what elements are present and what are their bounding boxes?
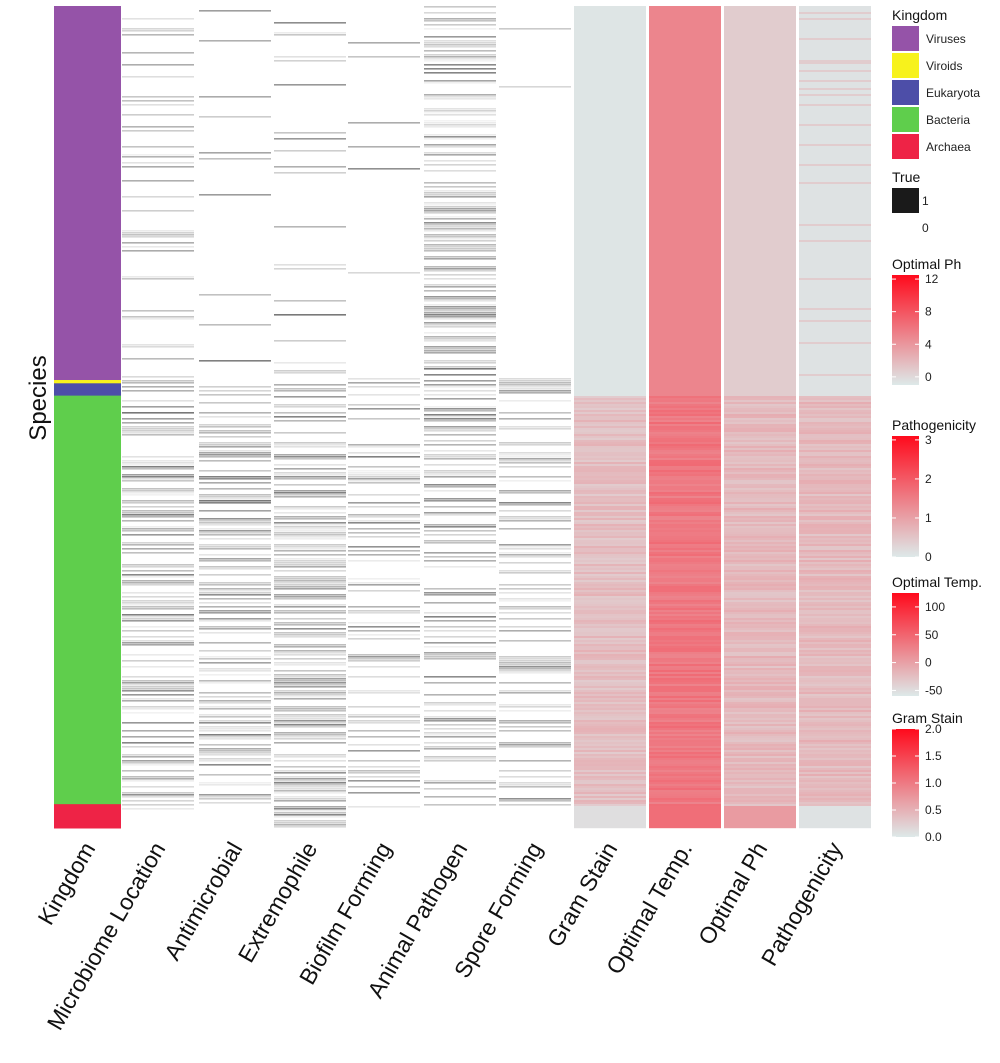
legend-gradient-bar-2 <box>892 593 919 696</box>
binary-column-1 <box>122 6 194 828</box>
legend-gradient-tick-1-0: 3 <box>925 433 932 447</box>
binary-column-2 <box>199 6 271 828</box>
legend-label-eukaryota: Eukaryota <box>926 86 980 100</box>
kingdom-band-eukaryota <box>54 383 121 397</box>
column-label-3: Extremophile <box>233 838 323 967</box>
legend-gradient-tick-2-1: 50 <box>925 628 939 642</box>
legend-label-archaea: Archaea <box>926 140 971 154</box>
legend-gradient-title-0: Optimal Ph <box>892 256 961 272</box>
legend-gradient-tick-1-2: 1 <box>925 511 932 525</box>
legend-gradient-tick-0-1: 8 <box>925 305 932 319</box>
legend-gradient-tick-2-2: 0 <box>925 656 932 670</box>
continuous-column-10 <box>799 6 871 829</box>
legend-gradient-tick-0-3: 0 <box>925 370 932 384</box>
column-label-2: Antimicrobial <box>159 838 247 965</box>
legend-gradient-tick-3-2: 1.0 <box>925 776 942 790</box>
legend-swatch-eukaryota <box>892 80 919 105</box>
continuous-column-8 <box>649 6 721 829</box>
legend-gradient-tick-0-0: 12 <box>925 272 939 286</box>
legend-gradient-title-1: Pathogenicity <box>892 417 976 433</box>
legend-binary-swatch-0 <box>892 215 919 240</box>
legend-gradient-tick-3-4: 0.0 <box>925 830 942 844</box>
binary-column-4 <box>348 6 420 828</box>
legend-gradient-tick-1-1: 2 <box>925 472 932 486</box>
column-label-10: Pathogenicity <box>756 837 848 970</box>
kingdom-band-archaea <box>54 804 121 829</box>
legend-swatch-viroids <box>892 53 919 78</box>
legend-gradient-tick-2-0: 100 <box>925 600 945 614</box>
legend-binary-label-0: 0 <box>922 221 929 235</box>
legend-kingdom-title: Kingdom <box>892 7 947 23</box>
continuous-column-9 <box>724 6 796 829</box>
binary-column-5 <box>424 6 496 828</box>
legend-gradient-tick-1-3: 0 <box>925 550 932 564</box>
legend-gradient-bar-0 <box>892 275 919 385</box>
legend-panel: Kingdom Viruses Viroids Eukaryota Bacteria Ar… <box>892 7 982 844</box>
y-axis-title: Species <box>25 355 52 440</box>
kingdom-band-viruses <box>54 6 121 381</box>
kingdom-band-bacteria <box>54 395 121 805</box>
legend-label-viruses: Viruses <box>926 32 966 46</box>
legend-gradient-tick-3-3: 0.5 <box>925 803 942 817</box>
legend-label-bacteria: Bacteria <box>926 113 970 127</box>
legend-gradient-bar-3 <box>892 729 919 837</box>
legend-gradient-title-3: Gram Stain <box>892 710 963 726</box>
legend-gradient-tick-3-1: 1.5 <box>925 749 942 763</box>
column-label-0: Kingdom <box>32 838 100 930</box>
legend-gradient-bar-1 <box>892 436 919 557</box>
binary-column-3 <box>274 6 346 828</box>
legend-gradient-tick-3-0: 2.0 <box>925 722 942 736</box>
legend-swatch-viruses <box>892 26 919 51</box>
legend-binary-label-1: 1 <box>922 194 929 208</box>
legend-label-viroids: Viroids <box>926 59 962 73</box>
column-label-7: Gram Stain <box>542 838 623 952</box>
legend-gradient-tick-0-2: 4 <box>925 337 932 351</box>
column-label-9: Optimal Ph <box>693 838 772 950</box>
legend-binary-swatch-1 <box>892 188 919 213</box>
continuous-column-7 <box>574 6 646 829</box>
legend-swatch-bacteria <box>892 107 919 132</box>
legend-swatch-archaea <box>892 134 919 159</box>
heatmap-grid <box>54 6 871 829</box>
legend-gradient-tick-2-3: -50 <box>925 683 943 697</box>
kingdom-band-viroids <box>54 380 121 384</box>
binary-column-6 <box>499 6 571 828</box>
legend-gradient-title-2: Optimal Temp. <box>892 574 982 590</box>
legend-binary-title: True <box>892 169 920 185</box>
